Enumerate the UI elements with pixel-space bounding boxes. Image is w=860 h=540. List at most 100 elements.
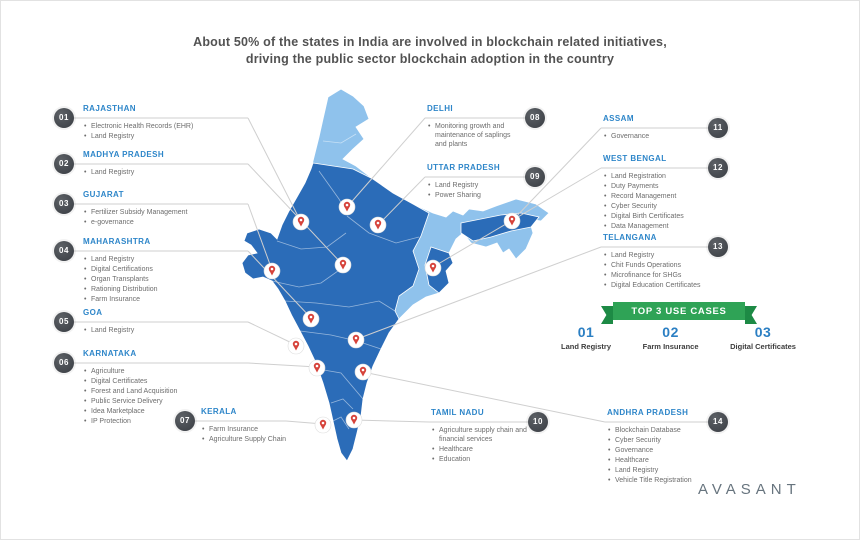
state-name: KARNATAKA xyxy=(83,349,137,358)
map-pin-icon xyxy=(347,331,365,349)
map-pin-icon xyxy=(287,337,305,355)
initiative-list: Farm Insurance Agriculture Supply Chain xyxy=(201,425,321,444)
list-item: Blockchain Database xyxy=(607,426,732,435)
state-block-gujarat: GUJARAT Fertilizer Subsidy Management e-… xyxy=(83,190,233,228)
top-use-cases-ribbon: TOP 3 USE CASES xyxy=(613,302,745,320)
leader-line xyxy=(511,127,602,222)
initiative-list: Fertilizer Subsidy Management e-governan… xyxy=(83,208,233,227)
use-case: 03 Digital Certificates xyxy=(730,324,796,351)
leader-line xyxy=(356,246,602,340)
list-item: Farm Insurance xyxy=(201,425,321,434)
list-item: Land Registry xyxy=(427,181,537,190)
list-item: Cyber Security xyxy=(603,202,718,211)
leader-line xyxy=(362,371,606,423)
use-case: 01 Land Registry xyxy=(561,324,611,351)
list-item: Idea Marketplace xyxy=(83,407,233,416)
leader-lines xyxy=(64,117,718,425)
state-block-karnataka: KARNATAKA Agriculture Digital Certificat… xyxy=(83,349,233,427)
initiative-list: Land Registration Duty Payments Record M… xyxy=(603,172,718,231)
map-pin-icon xyxy=(302,310,320,328)
initiative-list: Monitoring growth and maintenance of sap… xyxy=(427,122,523,149)
state-number-badge: 12 xyxy=(708,158,728,178)
state-name: GUJARAT xyxy=(83,190,124,199)
use-case-label: Farm Insurance xyxy=(642,342,699,351)
list-item: Healthcare xyxy=(607,456,732,465)
leader-line xyxy=(247,163,344,266)
title-line-2: driving the public sector blockchain ado… xyxy=(245,52,615,66)
page-title: About 50% of the states in India are inv… xyxy=(1,34,859,68)
state-block-maharashtra: MAHARASHTRA Land Registry Digital Certif… xyxy=(83,237,233,305)
title-line-1: About 50% of the states in India are inv… xyxy=(193,35,667,49)
list-item: Public Service Delivery xyxy=(83,397,233,406)
list-item: Duty Payments xyxy=(603,182,718,191)
list-item: Education xyxy=(431,455,531,464)
list-item: Land Registry xyxy=(607,466,732,475)
map-pins xyxy=(263,198,521,434)
list-item: Forest and Land Acquisition xyxy=(83,387,233,396)
state-name: ANDHRA PRADESH xyxy=(607,408,689,417)
initiative-list: Land Registry Chit Funds Operations Micr… xyxy=(603,251,728,290)
map-pin-icon xyxy=(345,411,363,429)
list-item: Farm Insurance xyxy=(83,295,233,304)
list-item: Digital Certificates xyxy=(83,377,233,386)
list-item: Agriculture supply chain and financial s… xyxy=(431,426,531,444)
map-pin-icon xyxy=(354,363,372,381)
state-number-badge: 11 xyxy=(708,118,728,138)
map-pin-icon xyxy=(334,256,352,274)
use-case-rank: 01 xyxy=(577,324,595,340)
list-item: Digital Certifications xyxy=(83,265,233,274)
state-name: GOA xyxy=(83,308,103,317)
list-item: Fertilizer Subsidy Management xyxy=(83,208,233,217)
state-name: TAMIL NADU xyxy=(431,408,485,417)
initiative-list: Land Registry xyxy=(83,326,233,335)
state-name: MADHYA PRADESH xyxy=(83,150,165,159)
list-item: Governance xyxy=(603,132,713,141)
list-item: Land Registry xyxy=(83,326,233,335)
state-number-badge: 06 xyxy=(54,353,74,373)
state-block-rajasthan: RAJASTHAN Electronic Health Records (EHR… xyxy=(83,104,233,142)
state-block-assam: ASSAM Governance xyxy=(603,114,713,142)
state-block-kerala: KERALA Farm Insurance Agriculture Supply… xyxy=(201,407,321,445)
initiative-list: Land Registry xyxy=(83,168,233,177)
list-item: Power Sharing xyxy=(427,191,537,200)
state-name: TELANGANA xyxy=(603,233,657,242)
initiative-list: Blockchain Database Cyber Security Gover… xyxy=(607,426,732,485)
map-pin-icon xyxy=(369,216,387,234)
use-case-rank: 03 xyxy=(754,324,772,340)
list-item: e-governance xyxy=(83,218,233,227)
list-item: Rationing Distribution xyxy=(83,285,233,294)
state-block-andhra-pradesh: ANDHRA PRADESH Blockchain Database Cyber… xyxy=(607,408,732,486)
state-number-badge: 08 xyxy=(525,108,545,128)
state-name: MAHARASHTRA xyxy=(83,237,151,246)
state-number-badge: 02 xyxy=(54,154,74,174)
initiative-list: Governance xyxy=(603,132,713,141)
use-case-label: Land Registry xyxy=(561,342,612,351)
initiative-list: Electronic Health Records (EHR) Land Reg… xyxy=(83,122,233,141)
list-item: Digital Birth Certificates xyxy=(603,212,718,221)
list-item: Monitoring growth and maintenance of sap… xyxy=(427,122,523,149)
map-pin-icon xyxy=(424,259,442,277)
leader-line xyxy=(247,321,297,346)
initiative-list: Land Registry Digital Certifications Org… xyxy=(83,255,233,304)
list-item: Cyber Security xyxy=(607,436,732,445)
list-item: Land Registry xyxy=(83,255,233,264)
list-item: Healthcare xyxy=(431,445,531,454)
state-block-west-bengal: WEST BENGAL Land Registration Duty Payme… xyxy=(603,154,718,232)
initiative-list: Agriculture supply chain and financial s… xyxy=(431,426,531,464)
list-item: Microfinance for SHGs xyxy=(603,271,728,280)
state-block-tamil-nadu: TAMIL NADU Agriculture supply chain and … xyxy=(431,408,531,465)
list-item: Data Management xyxy=(603,222,718,231)
list-item: Agriculture Supply Chain xyxy=(201,435,321,444)
state-number-badge: 05 xyxy=(54,312,74,332)
avasant-logo: AVASANT xyxy=(698,481,801,498)
list-item: Land Registry xyxy=(83,132,233,141)
use-case-rank: 02 xyxy=(662,324,679,340)
leader-line xyxy=(346,117,426,208)
list-item: Record Management xyxy=(603,192,718,201)
initiative-list: Land Registry Power Sharing xyxy=(427,181,537,200)
leader-line xyxy=(247,203,273,271)
map-pin-icon xyxy=(263,262,281,280)
list-item: Land Registry xyxy=(83,168,233,177)
state-block-delhi: DELHI Monitoring growth and maintenance … xyxy=(427,104,523,150)
state-name: KERALA xyxy=(201,407,237,416)
